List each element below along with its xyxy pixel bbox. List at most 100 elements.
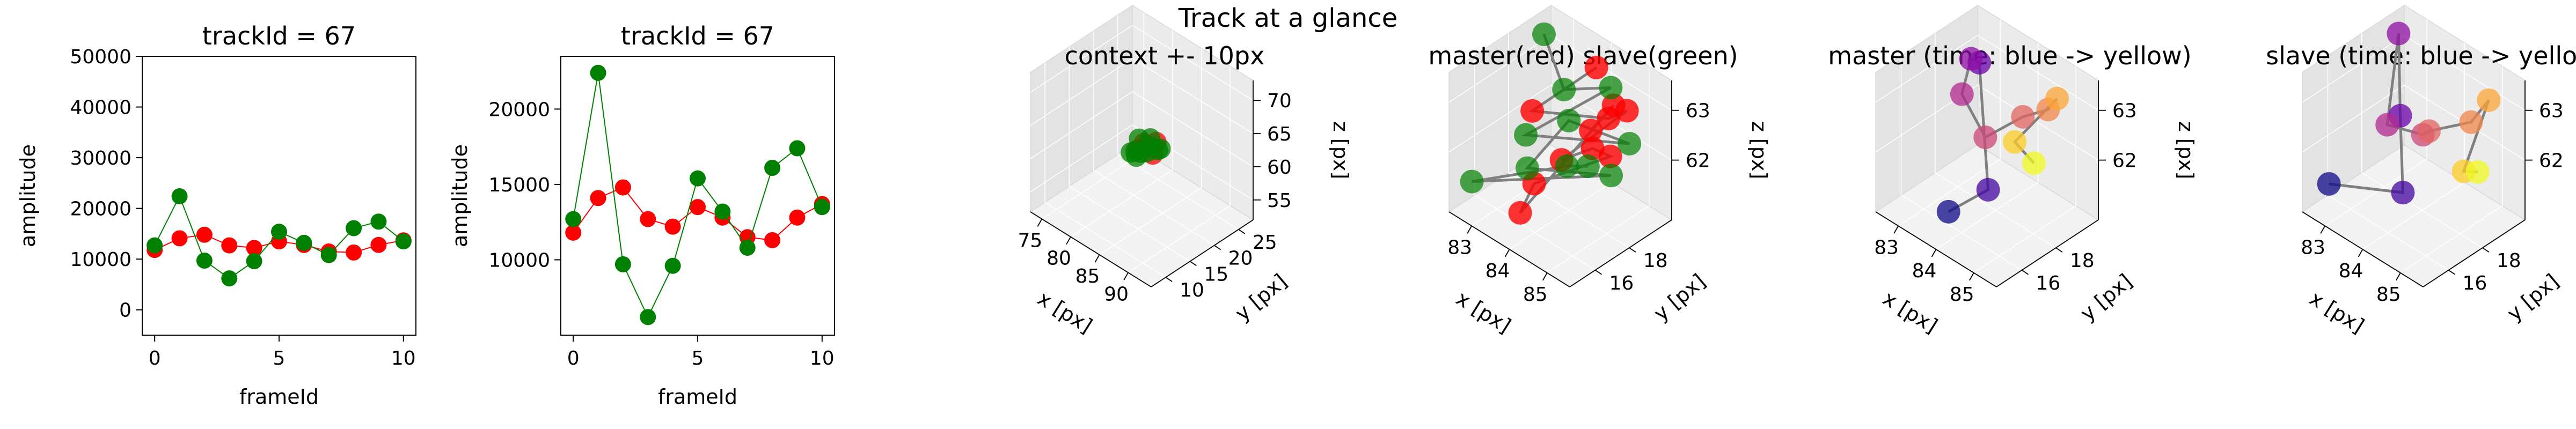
grid-line [1875, 34, 2099, 111]
data-point [246, 240, 262, 256]
z-tick-label: 55 [1267, 190, 1292, 212]
master-point [1598, 144, 1622, 168]
x-tick-label: 84 [1912, 260, 1937, 282]
data-point [2477, 88, 2501, 112]
x-tick-label: 80 [1046, 248, 1071, 270]
data-point [1121, 142, 1141, 163]
x-tick [1066, 236, 1071, 245]
data-point [764, 232, 781, 248]
grid-line [1508, 33, 1630, 248]
x-tick-label: 85 [1075, 265, 1100, 287]
x-tick [1542, 272, 1548, 281]
grid-line [1875, 84, 2099, 161]
data-point [565, 224, 582, 241]
data-point [2045, 86, 2069, 110]
y-tick [1165, 277, 1173, 282]
x-tick [1504, 249, 1510, 257]
data-point [2011, 105, 2035, 129]
z-tick-label: 63 [2112, 100, 2137, 122]
grid-line [1474, 55, 1596, 271]
x-tick [1893, 225, 1899, 234]
y-tick [1214, 245, 1221, 250]
z-tick-label: 62 [1686, 150, 1710, 172]
data-point [2417, 119, 2441, 143]
grid-line [1128, 66, 1231, 273]
x-axis-label: frameId [658, 385, 737, 409]
data-point [714, 203, 731, 220]
slave-point [1532, 22, 1556, 46]
data-point [664, 257, 681, 274]
data-point [346, 220, 362, 236]
master-point [1580, 136, 1605, 160]
z-tick-label: 63 [1686, 100, 1710, 122]
data-point [221, 237, 238, 254]
grid-line [2361, 33, 2483, 248]
x-tick-label: 10 [391, 347, 416, 369]
x-tick-label: 83 [1447, 236, 1472, 258]
data-point [196, 253, 213, 269]
slave-point [1576, 154, 1600, 179]
data-point [2022, 151, 2046, 175]
z-tick-label: 62 [2539, 150, 2564, 172]
data-point [2317, 172, 2341, 196]
slave-point [1515, 156, 1539, 180]
data-point [171, 230, 188, 247]
y-tick-label: 30000 [70, 147, 131, 169]
z-axis-label: z [px] [2174, 121, 2198, 179]
x-axis-label: frameId [239, 385, 319, 409]
data-point [1950, 82, 1974, 106]
z-axis-label: z [px] [1329, 121, 1352, 179]
x-tick-label: 83 [1874, 236, 1899, 258]
slave-point [1460, 169, 1484, 194]
grid-line [1069, 47, 1190, 262]
data-point [1936, 199, 1960, 224]
grid-line [1898, 19, 2001, 226]
data-point [2387, 21, 2411, 46]
y-tick-label: 10 [1180, 279, 1204, 301]
grid-line [1099, 48, 1202, 255]
y-axis-line [1996, 219, 2099, 287]
data-point [690, 170, 706, 187]
x-tick-label: 85 [1950, 284, 1974, 306]
x-tick-label: 0 [149, 347, 161, 369]
data-point [739, 239, 756, 256]
y-tick-label: 25 [1253, 232, 1277, 254]
grid-line [1093, 31, 1215, 246]
data-point [2375, 113, 2399, 137]
figure-suptitle: Track at a glance [1178, 3, 1398, 33]
grid-line [1547, 66, 1650, 273]
data-point [1976, 177, 2000, 202]
data-point [346, 244, 362, 261]
data-point [1973, 125, 1997, 150]
data-point [640, 211, 656, 227]
line-chart-1: trackId = 67 frameId amplitude 0 5 10 0 10000 20… [16, 21, 416, 409]
data-point [789, 209, 806, 226]
chart-title: context +- 10px [1065, 41, 1265, 70]
grid-line [1030, 58, 1254, 134]
data-point [814, 199, 830, 216]
data-point [690, 199, 706, 216]
chart-title: trackId = 67 [202, 21, 356, 50]
x-tick [1467, 225, 1472, 234]
data-point [2465, 160, 2490, 184]
y-tick-label: 16 [2036, 272, 2061, 294]
y-tick-label: 0 [119, 300, 131, 322]
chart-title: trackId = 67 [621, 21, 774, 50]
z-tick-label: 70 [1267, 90, 1292, 112]
x-tick [2358, 249, 2363, 257]
x-tick [1094, 254, 1100, 263]
x-tick [1037, 218, 1043, 227]
grid-line [2400, 66, 2503, 273]
y-tick-label: 20 [1228, 248, 1253, 270]
chart-title: slave (time: blue -> yellow) [2266, 41, 2576, 70]
y-tick-label: 10000 [70, 249, 131, 271]
y-tick [1629, 247, 1636, 253]
data-point [370, 236, 387, 253]
grid-line [1935, 33, 2057, 248]
y-axis-line [2423, 219, 2526, 287]
master-point [1601, 93, 1626, 117]
grid-line [1070, 30, 1173, 238]
x-tick-label: 84 [2339, 260, 2363, 282]
